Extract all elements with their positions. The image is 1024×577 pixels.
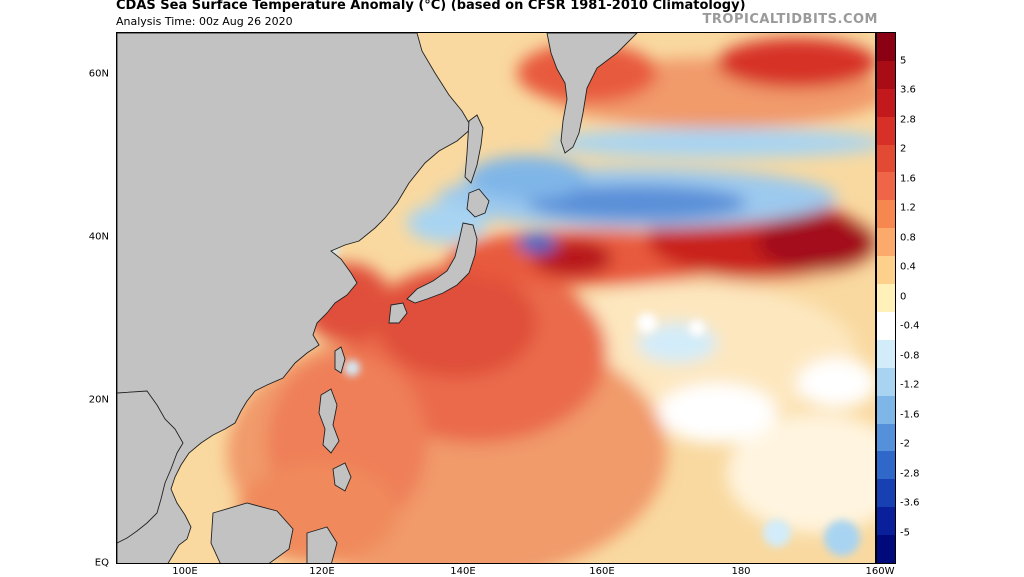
source-watermark: TROPICALTIDBITS.COM bbox=[702, 12, 878, 27]
sakhalin-kamchatka bbox=[546, 33, 638, 154]
taiwan-island bbox=[334, 346, 346, 374]
map-title: CDAS Sea Surface Temperature Anomaly (°C… bbox=[116, 0, 746, 13]
lon-label-160e: 160E bbox=[589, 566, 615, 577]
colorbar-swatch bbox=[877, 451, 895, 480]
colorbar-swatch bbox=[877, 228, 895, 257]
lon-label-100e: 100E bbox=[172, 566, 198, 577]
colorbar-label: -1.2 bbox=[900, 379, 920, 391]
analysis-time: Analysis Time: 00z Aug 26 2020 bbox=[116, 15, 293, 28]
colorbar-swatch bbox=[877, 423, 895, 452]
colorbar-swatch bbox=[877, 116, 895, 146]
colorbar-label: 5 bbox=[900, 55, 907, 67]
colorbar-label: 3.6 bbox=[900, 84, 916, 96]
colorbar-swatch bbox=[877, 144, 895, 173]
lat-label-20n: 20N bbox=[88, 394, 109, 406]
colorbar-label: -1.6 bbox=[900, 409, 920, 421]
map-canvas bbox=[117, 33, 875, 563]
colorbar-label: -5 bbox=[900, 527, 910, 539]
colorbar-swatch bbox=[877, 395, 895, 425]
lat-label-40n: 40N bbox=[88, 231, 109, 243]
colorbar-swatch bbox=[877, 367, 895, 397]
colorbar-label: 0.4 bbox=[900, 261, 916, 273]
lon-label-120e: 120E bbox=[309, 566, 335, 577]
colorbar-swatch bbox=[877, 200, 895, 229]
lat-label-eq: EQ bbox=[94, 557, 109, 569]
colorbar-label: 0 bbox=[900, 291, 907, 303]
colorbar-label: 1.2 bbox=[900, 202, 916, 214]
colorbar-label: -2.8 bbox=[900, 468, 920, 480]
colorbar-label: 2.8 bbox=[900, 114, 916, 126]
colorbar-swatch bbox=[877, 88, 895, 118]
colorbar-swatch bbox=[877, 172, 895, 201]
philippines-islands bbox=[318, 388, 352, 492]
lon-label-180: 180 bbox=[731, 566, 751, 577]
colorbar-swatch bbox=[877, 507, 895, 536]
colorbar-label: 1.6 bbox=[900, 173, 916, 185]
lon-label-160w: 160W bbox=[865, 566, 895, 577]
colorbar-swatch bbox=[877, 311, 895, 341]
colorbar-label: -2 bbox=[900, 438, 910, 450]
japan-islands bbox=[388, 188, 490, 324]
lat-label-60n: 60N bbox=[88, 68, 109, 80]
sakhalin-island bbox=[464, 114, 484, 184]
colorbar-swatch bbox=[877, 284, 895, 313]
colorbar-swatch bbox=[877, 479, 895, 508]
colorbar bbox=[876, 32, 896, 564]
colorbar-label: -0.4 bbox=[900, 320, 920, 332]
borneo-sumatra-islands bbox=[210, 502, 338, 563]
colorbar-swatch bbox=[877, 535, 895, 563]
colorbar-swatch bbox=[877, 339, 895, 369]
colorbar-label: 0.8 bbox=[900, 232, 916, 244]
colorbar-label: -0.8 bbox=[900, 350, 920, 362]
colorbar-swatch bbox=[877, 60, 895, 90]
colorbar-label: 2 bbox=[900, 143, 907, 155]
colorbar-swatch bbox=[877, 33, 895, 62]
indochina-mainland bbox=[117, 390, 184, 544]
colorbar-label: -3.6 bbox=[900, 497, 920, 509]
sst-anomaly-map bbox=[116, 32, 876, 564]
asia-mainland bbox=[117, 33, 473, 563]
colorbar-swatch bbox=[877, 256, 895, 285]
lon-label-140e: 140E bbox=[450, 566, 476, 577]
